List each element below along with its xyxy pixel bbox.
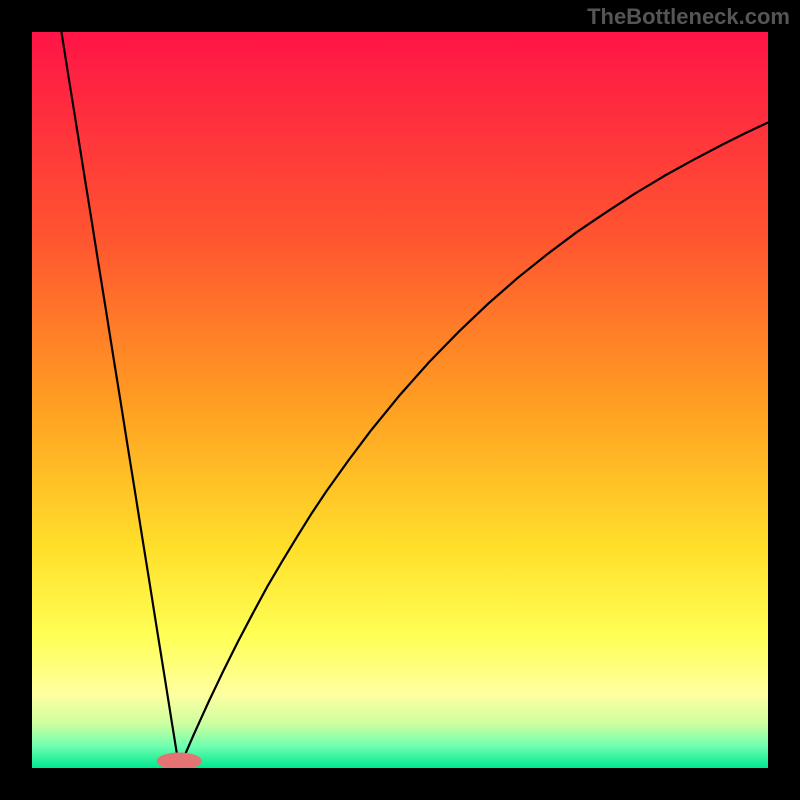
plot-background: [32, 32, 768, 768]
bottleneck-chart: [0, 0, 800, 800]
watermark-text: TheBottleneck.com: [587, 4, 790, 30]
optimal-marker: [157, 753, 201, 769]
chart-container: TheBottleneck.com: [0, 0, 800, 800]
